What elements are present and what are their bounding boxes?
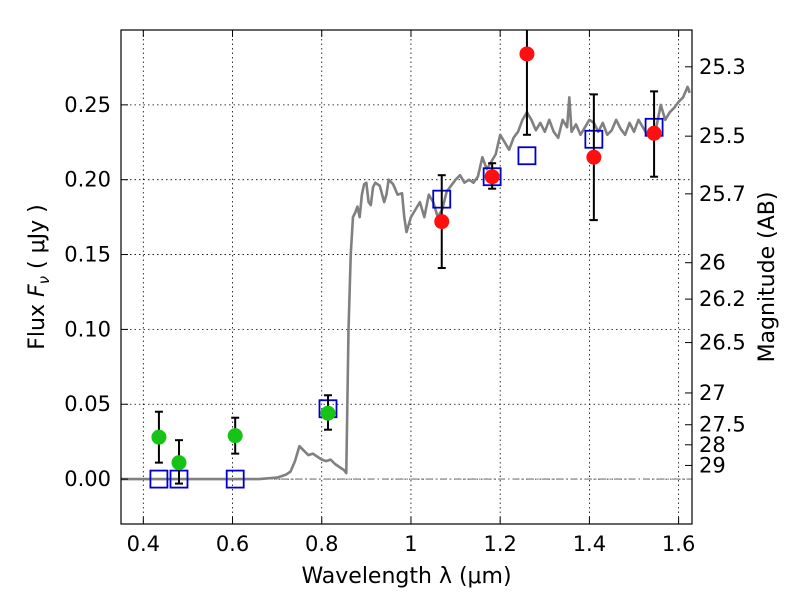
- y2-tick-label: 26: [699, 251, 726, 275]
- y-tick-label: 0.25: [64, 93, 111, 117]
- y2-tick-label: 26.5: [699, 331, 746, 355]
- y2-tick-label: 25.5: [699, 124, 746, 148]
- x-axis-label: Wavelength λ (μm): [301, 564, 511, 589]
- x-tick-label: 0.4: [127, 532, 160, 556]
- y2-tick-label: 29: [699, 453, 726, 477]
- x-tick-label: 0.8: [305, 532, 338, 556]
- model-photometry-point: [149, 469, 169, 489]
- x-tick-label: 1.4: [573, 532, 606, 556]
- data-point: [586, 149, 602, 165]
- y-tick-label: 0.00: [64, 467, 111, 491]
- x-tick-label: 1.2: [483, 532, 516, 556]
- x-tick-label: 1.6: [662, 532, 695, 556]
- y2-tick-label: 25.7: [699, 182, 746, 206]
- y-tick-label: 0.15: [64, 243, 111, 267]
- y2-tick-label: 28: [699, 433, 726, 457]
- y2-tick-label: 26.2: [699, 287, 746, 311]
- grid-lines: [121, 30, 692, 524]
- template-sed-line: [121, 85, 691, 481]
- nir-photometry-series: [434, 30, 662, 270]
- y2-tick-label: 25.3: [699, 55, 746, 79]
- model-photometry-point: [225, 469, 245, 489]
- y2-axis-label: Magnitude (AB): [755, 192, 780, 363]
- data-point: [227, 428, 243, 444]
- data-point: [519, 46, 535, 62]
- model-photometry-point: [517, 146, 537, 166]
- y-tick-label: 0.05: [64, 392, 111, 416]
- y-axis-label: Flux Fν ( μJy ): [25, 204, 53, 349]
- y-tick-label: 0.10: [64, 317, 111, 341]
- data-point: [484, 169, 500, 185]
- y-tick-label: 0.20: [64, 168, 111, 192]
- x-tick-label: 1: [404, 532, 417, 556]
- data-point: [151, 429, 167, 445]
- data-point: [646, 125, 662, 141]
- plot-frame: [120, 29, 693, 525]
- data-point: [434, 214, 450, 230]
- data-point: [320, 405, 336, 421]
- optical-photometry-series: [151, 394, 336, 485]
- model-photometry-series: [149, 117, 664, 489]
- x-tick-label: 0.6: [216, 532, 249, 556]
- y2-tick-label: 27.5: [699, 413, 746, 437]
- data-point: [171, 455, 187, 471]
- y2-tick-label: 27: [699, 381, 726, 405]
